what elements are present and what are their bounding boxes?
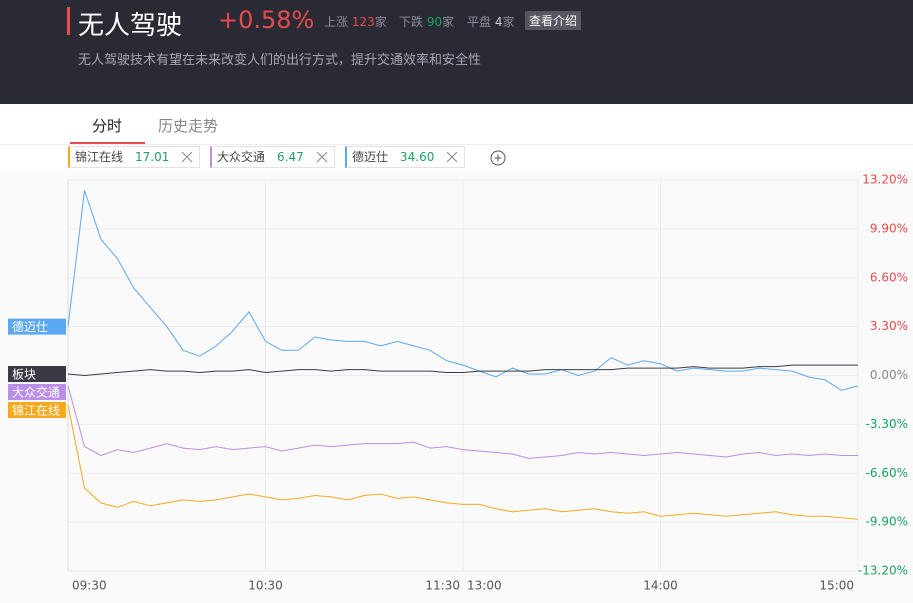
x-tick-label: 09:30 [72, 579, 107, 593]
series-line [67, 405, 859, 520]
y-tick-label: 0.00% [870, 368, 908, 382]
y-tick-label: -6.60% [866, 466, 908, 480]
x-tick-label: 11:30 [425, 579, 460, 593]
x-tick-label: 14:00 [643, 579, 678, 593]
series-tag-label: 大众交通 [12, 385, 60, 400]
y-tick-label: 9.90% [870, 221, 908, 235]
tab[interactable]: 历史走势 [158, 117, 219, 135]
add-button[interactable] [489, 149, 507, 167]
divider [0, 144, 913, 145]
chip-close[interactable] [316, 151, 328, 163]
y-tick-label: 13.20% [862, 173, 908, 187]
chip-name: 德迈仕 [352, 150, 389, 164]
stat-label: 平盘 [467, 15, 492, 29]
chip-name: 大众交通 [217, 150, 266, 164]
series-tag [8, 366, 66, 383]
intro-button[interactable]: 查看介绍 [525, 11, 582, 30]
series-tag-label: 板块 [12, 368, 36, 382]
legend-chip[interactable]: 德迈仕 34.60 [345, 146, 466, 168]
description: 无人驾驶技术有望在未来改变人们的出行方式，提升交通效率和安全性 [78, 53, 482, 68]
stat-count: 4 [494, 15, 503, 29]
tab[interactable]: 分时 [92, 117, 123, 135]
series-tag [8, 318, 66, 335]
chip-close[interactable] [181, 151, 193, 163]
stat-unit: 家 [442, 15, 455, 29]
chip-close[interactable] [446, 151, 458, 163]
chart-bg [0, 170, 913, 603]
legend-chip[interactable]: 锦江在线 17.01 [68, 146, 201, 168]
series-tag [8, 384, 66, 401]
chart: -13.20% -9.90% -6.60% -3.30% 0.00% 3.30% 6.60%… [0, 170, 913, 603]
x-tick-label: 10:30 [248, 579, 283, 593]
title: 无人驾驶 [78, 11, 183, 41]
stat-unit: 家 [502, 15, 515, 29]
stat-flat: 平盘 4家 [467, 13, 515, 30]
chip-price: 34.60 [400, 150, 435, 164]
y-tick-label: 3.30% [870, 319, 908, 333]
stat-count: 123 [351, 15, 375, 29]
y-tick-label: -3.30% [866, 417, 908, 431]
series-line [67, 364, 858, 377]
header: 无人驾驶 +0.58% 上涨 123家 下跌 90家 平盘 4家 查看介绍 无人… [0, 0, 913, 104]
series-tag-label: 锦江在线 [12, 404, 60, 418]
accent-bar [67, 7, 70, 35]
series-line [67, 190, 859, 391]
chip-name: 锦江在线 [75, 150, 124, 164]
series-tag-label: 德迈仕 [12, 319, 48, 334]
stat-label: 下跌 [399, 15, 424, 29]
series-line [67, 385, 858, 459]
x-tick-label: 15:00 [819, 579, 854, 593]
stat-label: 上涨 [324, 15, 349, 29]
legend-chip[interactable]: 大众交通 6.47 [210, 146, 335, 168]
y-tick-label: -13.20% [858, 564, 908, 578]
stat-up: 上涨 123家 [324, 13, 387, 30]
change: +0.58% [218, 6, 315, 34]
stat-down: 下跌 90家 [399, 13, 454, 30]
series-tag [8, 402, 66, 419]
y-tick-label: 6.60% [870, 270, 908, 284]
stat-unit: 家 [374, 15, 387, 29]
stat-count: 90 [426, 15, 443, 29]
y-tick-label: -9.90% [866, 515, 908, 529]
x-tick-label: 13:00 [467, 579, 502, 593]
chip-price: 6.47 [277, 150, 304, 164]
tab-underline [70, 142, 145, 144]
chip-price: 17.01 [135, 150, 170, 164]
